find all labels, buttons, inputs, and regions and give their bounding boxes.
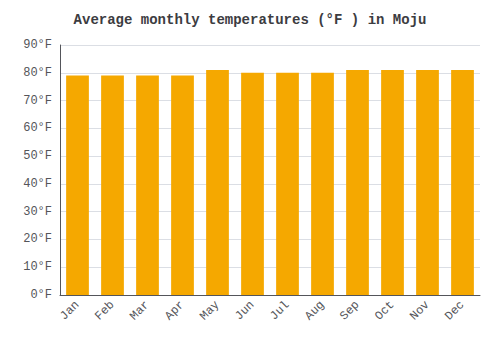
svg-text:Feb: Feb <box>92 298 117 323</box>
svg-text:Aug: Aug <box>302 298 327 323</box>
svg-text:Jul: Jul <box>267 298 292 323</box>
svg-text:Nov: Nov <box>407 298 432 323</box>
svg-text:Average monthly temperatures (: Average monthly temperatures (°F ) in Mo… <box>74 12 427 28</box>
svg-text:Apr: Apr <box>162 298 187 323</box>
svg-text:20°F: 20°F <box>23 232 52 246</box>
svg-text:Dec: Dec <box>442 298 467 323</box>
svg-text:40°F: 40°F <box>23 177 52 191</box>
svg-text:80°F: 80°F <box>23 66 52 80</box>
svg-text:10°F: 10°F <box>23 260 52 274</box>
svg-text:Oct: Oct <box>372 298 397 323</box>
svg-text:May: May <box>197 298 222 323</box>
svg-text:70°F: 70°F <box>23 94 52 108</box>
svg-text:90°F: 90°F <box>23 38 52 52</box>
svg-text:0°F: 0°F <box>30 288 52 302</box>
svg-text:30°F: 30°F <box>23 205 52 219</box>
svg-text:Mar: Mar <box>127 298 152 323</box>
svg-text:Jan: Jan <box>57 298 82 323</box>
svg-text:60°F: 60°F <box>23 121 52 135</box>
svg-text:50°F: 50°F <box>23 149 52 163</box>
svg-text:Jun: Jun <box>232 298 257 323</box>
svg-text:Sep: Sep <box>337 298 362 323</box>
